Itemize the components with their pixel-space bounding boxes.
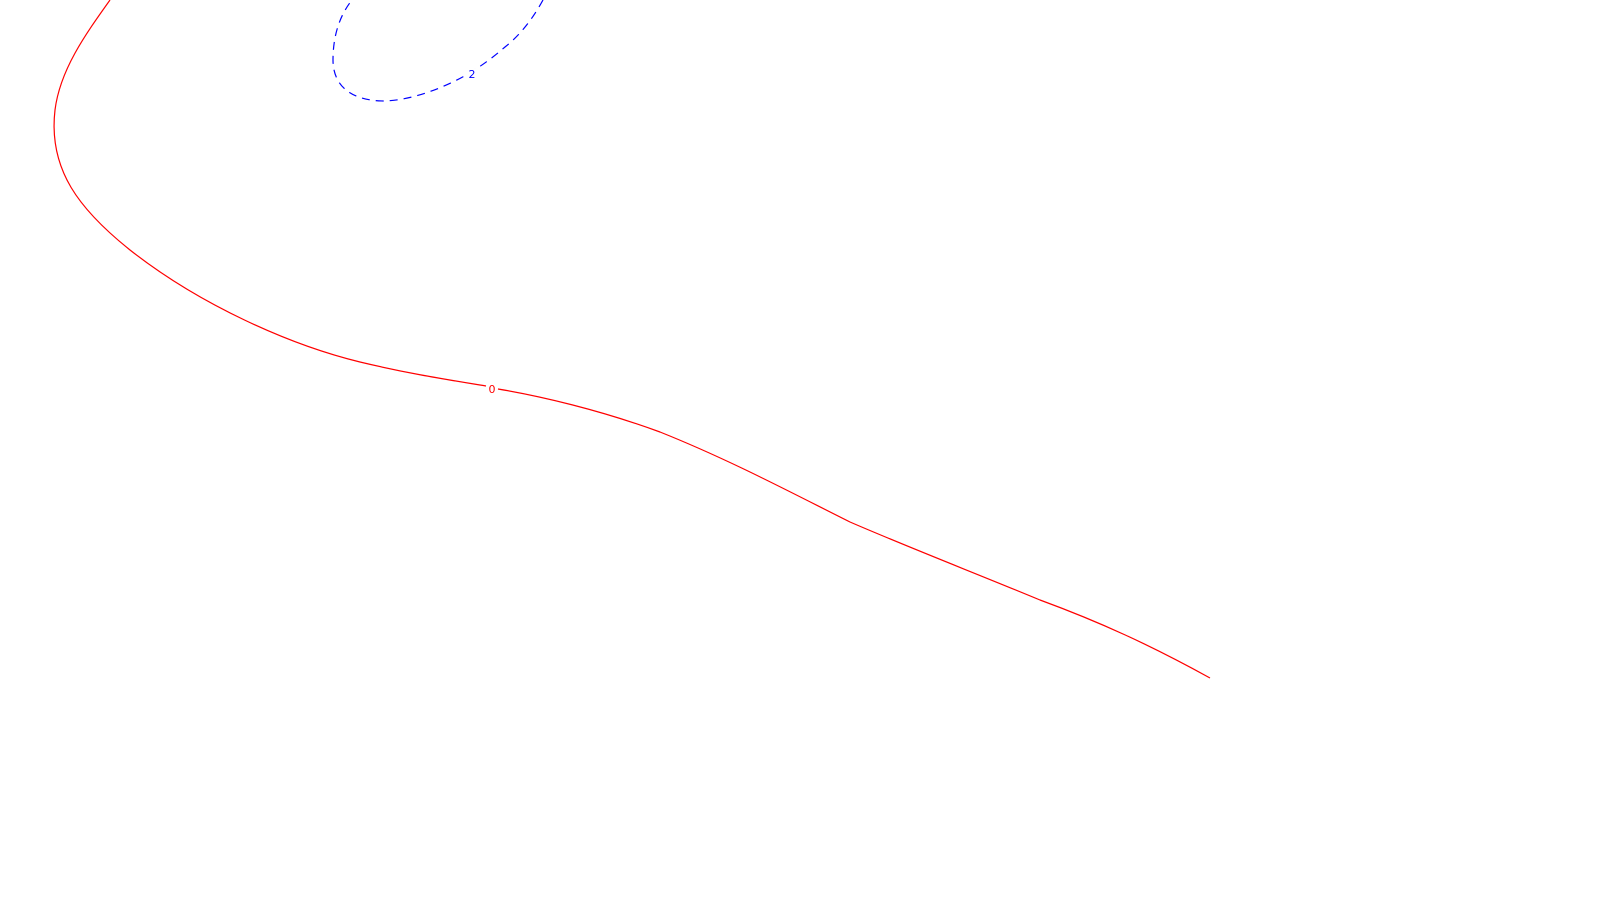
contour-label-background	[487, 384, 497, 396]
contour-label-level-0: 0	[489, 383, 496, 396]
contour-label-background	[467, 69, 477, 81]
contour-label-level-2: 2	[469, 68, 476, 81]
contour-line-level-2	[332, 0, 544, 102]
contour-line-level-0	[53, 0, 1211, 679]
